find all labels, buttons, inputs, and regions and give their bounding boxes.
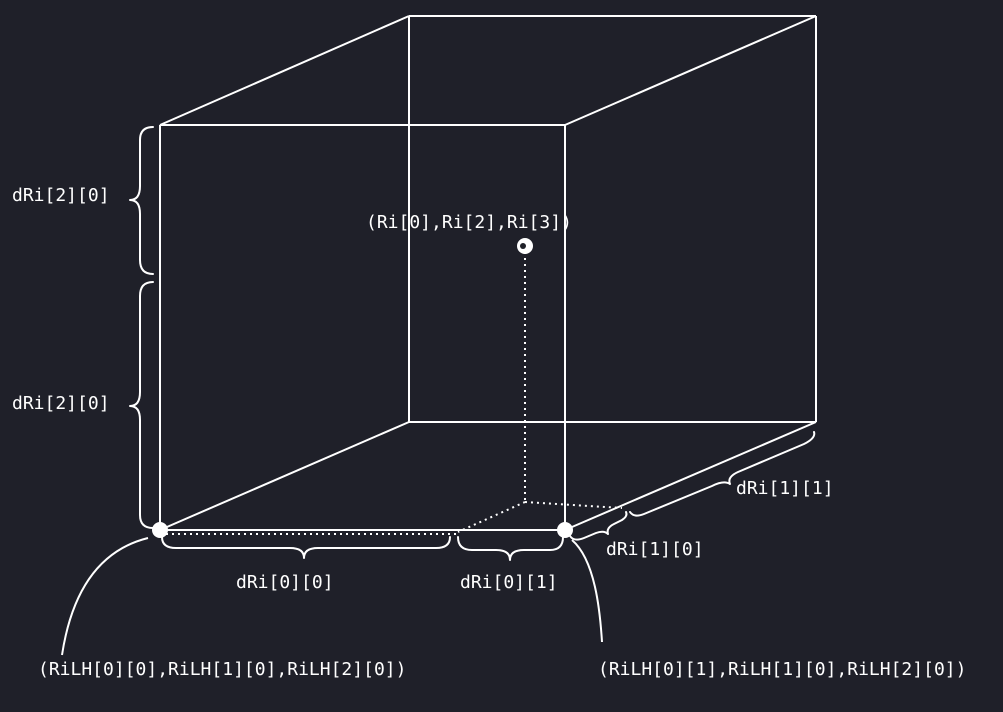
brace-dy0: [569, 511, 628, 541]
projection-lines: [160, 246, 623, 535]
corner-right-label: (RiLH[0][1],RiLH[1][0],RiLH[2][0]): [598, 659, 966, 680]
dy1-label: dRi[1][1]: [736, 478, 834, 499]
dy0-label: dRi[1][0]: [606, 539, 704, 560]
dz-lower-label: dRi[2][0]: [12, 393, 110, 414]
dz-upper-label: dRi[2][0]: [12, 185, 110, 206]
brace-dx0: [161, 536, 451, 559]
brace-dx1: [457, 536, 564, 561]
dx1-label: dRi[0][1]: [460, 572, 558, 593]
back-face: [408, 15, 817, 423]
leader-left: [61, 537, 149, 656]
brace-dy1: [629, 431, 816, 517]
dx0-label: dRi[0][0]: [236, 572, 334, 593]
leader-right: [571, 539, 603, 643]
corner-point-left: [152, 522, 168, 538]
corner-point-right: [557, 522, 573, 538]
brace-dz-lower: [129, 281, 154, 529]
front-face: [159, 124, 566, 531]
brace-dz-upper: [129, 126, 154, 275]
center-point-hole: [520, 243, 526, 249]
depth-edges: [159, 15, 817, 531]
corner-left-label: (RiLH[0][0],RiLH[1][0],RiLH[2][0]): [38, 659, 406, 680]
center-point-label: (Ri[0],Ri[2],Ri[3]): [366, 212, 572, 233]
